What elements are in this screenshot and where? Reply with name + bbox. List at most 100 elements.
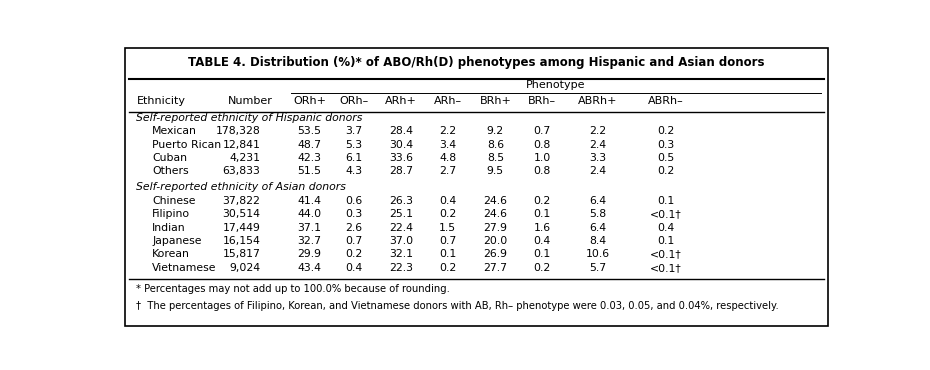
Text: 27.7: 27.7 bbox=[484, 263, 508, 273]
Text: 28.7: 28.7 bbox=[389, 166, 413, 176]
Text: 2.6: 2.6 bbox=[346, 223, 363, 233]
Text: 0.2: 0.2 bbox=[439, 209, 457, 219]
Text: 43.4: 43.4 bbox=[298, 263, 322, 273]
Text: 24.6: 24.6 bbox=[484, 209, 508, 219]
Text: 30.4: 30.4 bbox=[389, 140, 413, 150]
Text: 28.4: 28.4 bbox=[389, 126, 413, 136]
Text: 0.1: 0.1 bbox=[657, 196, 674, 206]
Text: 10.6: 10.6 bbox=[586, 249, 610, 259]
Text: 25.1: 25.1 bbox=[389, 209, 413, 219]
Text: 4.3: 4.3 bbox=[346, 166, 363, 176]
Text: 3.7: 3.7 bbox=[346, 126, 363, 136]
Text: 4.8: 4.8 bbox=[439, 153, 457, 163]
Text: ABRh+: ABRh+ bbox=[578, 96, 618, 107]
Text: 9.5: 9.5 bbox=[486, 166, 504, 176]
Text: 0.2: 0.2 bbox=[345, 249, 363, 259]
Text: 0.3: 0.3 bbox=[657, 140, 674, 150]
Text: Japanese: Japanese bbox=[153, 236, 202, 246]
Text: 48.7: 48.7 bbox=[298, 140, 322, 150]
Text: 0.2: 0.2 bbox=[657, 166, 674, 176]
Text: Ethnicity: Ethnicity bbox=[137, 96, 185, 107]
Text: 3.3: 3.3 bbox=[589, 153, 606, 163]
Text: 1.6: 1.6 bbox=[534, 223, 551, 233]
Text: 37.0: 37.0 bbox=[389, 236, 413, 246]
Text: 37,822: 37,822 bbox=[222, 196, 260, 206]
Text: 2.7: 2.7 bbox=[439, 166, 457, 176]
Text: 178,328: 178,328 bbox=[216, 126, 260, 136]
Text: Indian: Indian bbox=[153, 223, 186, 233]
Text: 0.2: 0.2 bbox=[534, 196, 551, 206]
Text: 8.4: 8.4 bbox=[589, 236, 606, 246]
Text: 0.1: 0.1 bbox=[534, 209, 551, 219]
Text: Korean: Korean bbox=[153, 249, 190, 259]
Text: 0.4: 0.4 bbox=[439, 196, 457, 206]
Text: BRh+: BRh+ bbox=[480, 96, 512, 107]
Text: Cuban: Cuban bbox=[153, 153, 187, 163]
Text: 2.4: 2.4 bbox=[589, 166, 606, 176]
Text: 63,833: 63,833 bbox=[222, 166, 260, 176]
Text: 41.4: 41.4 bbox=[298, 196, 322, 206]
Text: 0.7: 0.7 bbox=[534, 126, 551, 136]
Text: 27.9: 27.9 bbox=[484, 223, 508, 233]
Text: 0.7: 0.7 bbox=[345, 236, 363, 246]
Text: 1.5: 1.5 bbox=[439, 223, 457, 233]
Text: 22.4: 22.4 bbox=[389, 223, 413, 233]
Text: 9.2: 9.2 bbox=[486, 126, 504, 136]
Text: Vietnamese: Vietnamese bbox=[153, 263, 217, 273]
Text: 6.1: 6.1 bbox=[346, 153, 363, 163]
Text: 17,449: 17,449 bbox=[222, 223, 260, 233]
Text: * Percentages may not add up to 100.0% because of rounding.: * Percentages may not add up to 100.0% b… bbox=[137, 285, 450, 295]
Text: 0.4: 0.4 bbox=[657, 223, 674, 233]
Text: 0.4: 0.4 bbox=[534, 236, 551, 246]
Text: 44.0: 44.0 bbox=[298, 209, 322, 219]
Text: Self-reported ethnicity of Asian donors: Self-reported ethnicity of Asian donors bbox=[137, 182, 346, 192]
Text: Mexican: Mexican bbox=[153, 126, 197, 136]
Text: 6.4: 6.4 bbox=[589, 196, 606, 206]
Text: ORh+: ORh+ bbox=[293, 96, 325, 107]
Text: 0.2: 0.2 bbox=[439, 263, 457, 273]
Text: 33.6: 33.6 bbox=[389, 153, 413, 163]
Text: <0.1†: <0.1† bbox=[649, 263, 682, 273]
Text: 53.5: 53.5 bbox=[298, 126, 322, 136]
Text: 12,841: 12,841 bbox=[222, 140, 260, 150]
Text: Filipino: Filipino bbox=[153, 209, 191, 219]
FancyBboxPatch shape bbox=[125, 48, 829, 326]
Text: 1.0: 1.0 bbox=[534, 153, 551, 163]
Text: 0.2: 0.2 bbox=[657, 126, 674, 136]
Text: Others: Others bbox=[153, 166, 189, 176]
Text: 42.3: 42.3 bbox=[298, 153, 322, 163]
Text: 3.4: 3.4 bbox=[439, 140, 457, 150]
Text: 6.4: 6.4 bbox=[589, 223, 606, 233]
Text: 15,817: 15,817 bbox=[222, 249, 260, 259]
Text: 2.2: 2.2 bbox=[589, 126, 606, 136]
Text: Self-reported ethnicity of Hispanic donors: Self-reported ethnicity of Hispanic dono… bbox=[137, 113, 363, 123]
Text: 0.5: 0.5 bbox=[657, 153, 674, 163]
Text: 0.1: 0.1 bbox=[439, 249, 457, 259]
Text: 9,024: 9,024 bbox=[230, 263, 260, 273]
Text: 26.9: 26.9 bbox=[484, 249, 508, 259]
Text: 0.1: 0.1 bbox=[534, 249, 551, 259]
Text: ARh–: ARh– bbox=[433, 96, 462, 107]
Text: 5.3: 5.3 bbox=[346, 140, 363, 150]
Text: 4,231: 4,231 bbox=[230, 153, 260, 163]
Text: 29.9: 29.9 bbox=[298, 249, 322, 259]
Text: 0.4: 0.4 bbox=[345, 263, 363, 273]
Text: 37.1: 37.1 bbox=[298, 223, 322, 233]
Text: Chinese: Chinese bbox=[153, 196, 196, 206]
Text: TABLE 4. Distribution (%)* of ABO/Rh(D) phenotypes among Hispanic and Asian dono: TABLE 4. Distribution (%)* of ABO/Rh(D) … bbox=[189, 56, 764, 68]
Text: ORh–: ORh– bbox=[339, 96, 368, 107]
Text: 0.1: 0.1 bbox=[657, 236, 674, 246]
Text: Puerto Rican: Puerto Rican bbox=[153, 140, 221, 150]
Text: 0.3: 0.3 bbox=[345, 209, 363, 219]
Text: 30,514: 30,514 bbox=[222, 209, 260, 219]
Text: 32.7: 32.7 bbox=[298, 236, 322, 246]
Text: †  The percentages of Filipino, Korean, and Vietnamese donors with AB, Rh– pheno: † The percentages of Filipino, Korean, a… bbox=[137, 301, 779, 311]
Text: 0.7: 0.7 bbox=[439, 236, 457, 246]
Text: 0.6: 0.6 bbox=[345, 196, 363, 206]
Text: 0.8: 0.8 bbox=[534, 140, 551, 150]
Text: 26.3: 26.3 bbox=[389, 196, 413, 206]
Text: ABRh–: ABRh– bbox=[647, 96, 684, 107]
Text: BRh–: BRh– bbox=[528, 96, 556, 107]
Text: 16,154: 16,154 bbox=[222, 236, 260, 246]
Text: Number: Number bbox=[228, 96, 272, 107]
